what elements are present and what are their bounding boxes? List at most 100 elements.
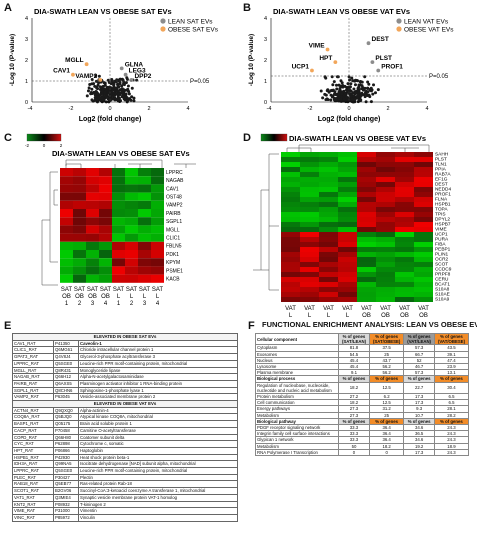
volcano-point bbox=[369, 100, 373, 104]
table-e-protein-name: Glycerol-3-phosphate acyltransferase 3 bbox=[78, 353, 238, 361]
enrichment-percent: 12.5 bbox=[368, 399, 405, 407]
heatmap-cell bbox=[99, 176, 112, 185]
heatmap-cell bbox=[281, 222, 300, 227]
volcano-point bbox=[343, 92, 347, 96]
heatmap-cell bbox=[125, 241, 138, 250]
heatmap-row-label: PURA bbox=[435, 237, 449, 243]
volcano-point bbox=[348, 78, 352, 82]
volcano-point bbox=[87, 86, 91, 90]
heatmap-col-label: OB bbox=[75, 294, 84, 300]
table-e-accession: Q66H12 bbox=[53, 373, 79, 381]
heatmap-cell bbox=[138, 209, 151, 218]
heatmap-cell bbox=[338, 182, 357, 187]
heatmap-cell bbox=[86, 200, 99, 209]
volcano-a-ylabel: -Log 10 (P-value) bbox=[9, 34, 16, 86]
heatmap-col-label: L bbox=[308, 313, 312, 318]
heatmap-row-label: KPYM bbox=[166, 260, 180, 266]
heatmap-cell bbox=[338, 192, 357, 197]
heatmap-cell bbox=[376, 192, 395, 197]
heatmap-cell bbox=[125, 168, 138, 177]
volcano-point bbox=[353, 91, 357, 95]
heatmap-row-label: TPIS bbox=[435, 212, 446, 218]
volcano-b-xtick: 4 bbox=[425, 106, 428, 112]
heatmap-cell bbox=[73, 176, 86, 185]
heatmap-cell bbox=[281, 167, 300, 172]
heatmap-cell bbox=[319, 217, 338, 222]
heatmap-cell bbox=[414, 277, 433, 282]
heatmap-cell bbox=[338, 297, 357, 302]
heatmap-row-label: SGPL1 bbox=[166, 219, 182, 225]
volcano-point bbox=[369, 86, 373, 90]
table-e-entry-name: KNT2_RAT bbox=[12, 500, 54, 509]
heatmap-cell bbox=[99, 225, 112, 234]
heatmap-cell bbox=[319, 202, 338, 207]
enrichment-percent: 17.3 bbox=[403, 448, 435, 457]
enrichment-percent: 47.4 bbox=[433, 356, 470, 365]
enrichment-percent: 37.5 bbox=[368, 344, 405, 352]
heatmap-cell bbox=[99, 258, 112, 267]
heatmap-col-label: L bbox=[143, 294, 147, 300]
heatmap-cell bbox=[151, 225, 164, 234]
volcano-gene-point bbox=[333, 60, 338, 64]
heatmap-cell bbox=[86, 258, 99, 267]
heatmap-c-scale: -2 0 2 bbox=[25, 133, 63, 148]
volcano-a-legend: LEAN SAT EVs OBESE SAT EVs bbox=[160, 18, 219, 34]
heatmap-cell bbox=[300, 212, 319, 217]
heatmap-cell bbox=[73, 209, 86, 218]
volcano-point bbox=[95, 86, 99, 90]
volcano-point bbox=[124, 81, 128, 85]
enrichment-column-header: % of genes (VAT/LEAN) bbox=[403, 332, 435, 346]
heatmap-cell bbox=[60, 209, 73, 218]
table-e-section-title: ELEVATED IN OBESE VAT EVs bbox=[12, 400, 238, 408]
heatmap-col-label: L bbox=[117, 294, 121, 300]
table-e-protein-name: Haptoglobin bbox=[78, 446, 238, 455]
enrichment-term: Cytoplasm bbox=[255, 344, 339, 352]
heatmap-cell bbox=[60, 184, 73, 193]
heatmap-cell bbox=[281, 192, 300, 197]
heatmap-cell bbox=[138, 266, 151, 275]
heatmap-cell bbox=[151, 209, 164, 218]
volcano-point bbox=[376, 88, 380, 92]
heatmap-cell bbox=[357, 152, 376, 157]
heatmap-cell bbox=[414, 202, 433, 207]
heatmap-cell bbox=[376, 202, 395, 207]
table-row: Plasma membrane 9.1 56.2 57.3 13.1 bbox=[255, 369, 470, 377]
heatmap-cell bbox=[414, 182, 433, 187]
volcano-point bbox=[111, 97, 115, 101]
heatmap-cell bbox=[319, 297, 338, 302]
volcano-point bbox=[94, 97, 98, 101]
table-e-protein-name: Coatomer subunit delta bbox=[78, 433, 238, 442]
heatmap-cell bbox=[395, 287, 414, 292]
heatmap-cell bbox=[376, 197, 395, 202]
heatmap-cell bbox=[395, 277, 414, 282]
heatmap-cell bbox=[319, 282, 338, 287]
volcano-b-yticks: 0 1 2 3 4 bbox=[264, 16, 267, 106]
heatmap-cell bbox=[319, 272, 338, 277]
volcano-point bbox=[116, 83, 120, 87]
heatmap-cell bbox=[99, 274, 112, 283]
table-e-entry-name: BASP1_RAT bbox=[12, 420, 54, 428]
heatmap-col-label: 1 bbox=[65, 301, 69, 307]
heatmap-cell bbox=[138, 168, 151, 177]
volcano-point bbox=[362, 93, 366, 97]
heatmap-cell bbox=[357, 247, 376, 252]
table-e-protein-name: Isocitrate dehydrogenase [NAD] subunit a… bbox=[78, 460, 238, 469]
table-row: VAT1_RAT Q3MIE4 Synaptic vesicle membrane … bbox=[12, 493, 238, 502]
heatmap-cell bbox=[357, 182, 376, 187]
enrichment-column-header: % of genes bbox=[338, 417, 370, 426]
volcano-point bbox=[113, 96, 117, 100]
volcano-point bbox=[345, 88, 349, 92]
heatmap-cell bbox=[99, 217, 112, 226]
volcano-b-ytick: 1 bbox=[264, 79, 267, 85]
heatmap-cell bbox=[125, 233, 138, 242]
volcano-gene-label: UCP1 bbox=[292, 64, 310, 71]
heatmap-row-label: LPPRC bbox=[166, 170, 183, 176]
heatmap-cell bbox=[338, 162, 357, 167]
volcano-point bbox=[356, 95, 360, 99]
heatmap-cell bbox=[151, 258, 164, 267]
heatmap-row-label: S10A9 bbox=[435, 297, 450, 303]
heatmap-cell bbox=[414, 207, 433, 212]
table-e-accession: Q8R431 bbox=[53, 366, 79, 375]
heatmap-row-label: OCR2 bbox=[435, 257, 449, 263]
